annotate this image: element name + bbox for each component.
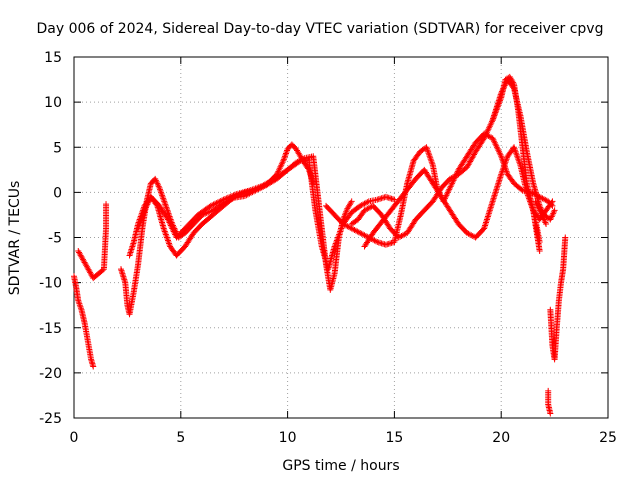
data-point (543, 220, 550, 227)
data-point-dense (227, 193, 234, 200)
data-point-dense (281, 154, 288, 161)
y-tick-label: -20 (39, 366, 62, 382)
data-point-dense (216, 198, 223, 205)
data-point (348, 198, 355, 205)
series-track-b (75, 201, 110, 282)
data-point (562, 234, 569, 241)
data-point (547, 410, 554, 417)
x-tick-label: 10 (279, 430, 297, 446)
series-track-h (361, 144, 556, 250)
series-track-k (532, 198, 550, 227)
y-tick-label: 0 (53, 185, 62, 201)
x-axis-label: GPS time / hours (282, 458, 399, 474)
y-tick-label: 15 (44, 50, 62, 66)
y-tick-labels: -25 -20 -15 -10 -5 0 5 10 15 (39, 50, 62, 427)
data-point-dense (282, 151, 289, 158)
y-axis-label: SDTVAR / TECUs (7, 181, 23, 296)
data-point-dense (372, 238, 379, 245)
x-tick-label: 0 (70, 430, 79, 446)
data-point-dense (231, 191, 238, 198)
series-track-a (71, 273, 97, 370)
data-point-dense (364, 199, 371, 206)
data-point-dense (510, 84, 517, 91)
data-point-dense (99, 267, 106, 274)
series-track-g (348, 73, 543, 246)
x-tick-label: 25 (599, 430, 617, 446)
x-tick-label: 20 (492, 430, 510, 446)
data-point (280, 157, 287, 164)
y-tick-label: 10 (44, 95, 62, 111)
series-track-j (530, 207, 543, 255)
data-point-dense (209, 202, 216, 209)
data-point-dense (214, 199, 221, 206)
series-track-l (547, 234, 569, 363)
data-point (207, 202, 214, 209)
data-point-dense (210, 201, 217, 208)
data-point-dense (281, 153, 288, 160)
grid-lines (74, 57, 608, 418)
data-point (549, 198, 556, 205)
x-tick-label: 5 (176, 430, 185, 446)
axis-ticks (73, 56, 609, 419)
data-point-dense (280, 156, 287, 163)
y-tick-label: 5 (53, 140, 62, 156)
series-track-m (545, 387, 554, 417)
data-point-dense (226, 194, 233, 201)
y-tick-label: -25 (39, 411, 62, 427)
data-point-dense (548, 199, 555, 206)
data-point-dense (229, 192, 236, 199)
data-point-dense (224, 194, 231, 201)
data-point-dense (283, 148, 290, 155)
series-track-e (135, 157, 398, 273)
data-point (536, 248, 543, 255)
data-point-dense (282, 150, 289, 157)
data-point (103, 201, 110, 208)
data-points (71, 73, 569, 417)
data-point-dense (221, 195, 228, 202)
data-point-dense (211, 200, 218, 207)
y-tick-label: -15 (39, 321, 62, 337)
data-point-dense (219, 197, 226, 204)
data-point (551, 207, 558, 214)
data-point-dense (223, 195, 230, 202)
data-point-dense (217, 197, 224, 204)
data-point-dense (213, 200, 220, 207)
chart-title: Day 006 of 2024, Sidereal Day-to-day VTE… (37, 21, 604, 37)
data-point-dense (347, 199, 354, 206)
y-tick-label: -10 (39, 276, 62, 292)
data-point (90, 363, 97, 370)
y-tick-label: -5 (48, 231, 62, 247)
data-point-dense (230, 192, 237, 199)
data-point-dense (296, 158, 303, 165)
x-tick-labels: 0 5 10 15 20 25 (70, 430, 617, 446)
x-tick-label: 15 (385, 430, 403, 446)
data-point (220, 196, 227, 203)
